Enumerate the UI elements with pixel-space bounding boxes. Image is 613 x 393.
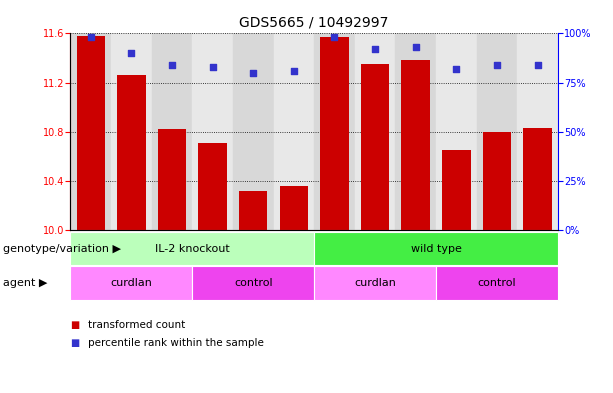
Bar [117, 75, 146, 230]
Text: agent ▶: agent ▶ [3, 278, 47, 288]
Bar [77, 36, 105, 230]
Bar [239, 191, 267, 230]
Bar [199, 143, 227, 230]
Text: IL-2 knockout: IL-2 knockout [155, 244, 230, 253]
Text: ■: ■ [70, 338, 80, 348]
Point [533, 62, 543, 68]
Bar [111, 33, 151, 230]
Bar [314, 33, 355, 230]
Bar [482, 132, 511, 230]
Point [248, 70, 258, 76]
Bar [192, 33, 233, 230]
Bar [152, 33, 192, 230]
Bar [158, 129, 186, 230]
Text: control: control [234, 278, 273, 288]
Text: transformed count: transformed count [88, 320, 185, 331]
Text: percentile rank within the sample: percentile rank within the sample [88, 338, 264, 348]
Bar [436, 33, 477, 230]
Bar [402, 61, 430, 230]
Point [330, 34, 340, 40]
Bar [273, 33, 314, 230]
Bar [361, 64, 389, 230]
Point [167, 62, 177, 68]
Bar [280, 186, 308, 230]
Title: GDS5665 / 10492997: GDS5665 / 10492997 [240, 15, 389, 29]
Bar [355, 33, 395, 230]
Bar [70, 33, 111, 230]
Point [289, 68, 299, 74]
Text: control: control [478, 278, 516, 288]
Text: wild type: wild type [411, 244, 462, 253]
Bar [524, 128, 552, 230]
Text: curdlan: curdlan [110, 278, 153, 288]
Point [492, 62, 502, 68]
Text: genotype/variation ▶: genotype/variation ▶ [3, 244, 121, 253]
Point [208, 64, 218, 70]
Text: ■: ■ [70, 320, 80, 331]
Point [86, 34, 96, 40]
Point [126, 50, 136, 56]
Point [451, 66, 461, 72]
Bar [477, 33, 517, 230]
Bar [395, 33, 436, 230]
Bar [442, 150, 471, 230]
Point [370, 46, 380, 52]
Bar [320, 37, 349, 230]
Bar [233, 33, 273, 230]
Point [411, 44, 421, 50]
Text: curdlan: curdlan [354, 278, 396, 288]
Bar [517, 33, 558, 230]
